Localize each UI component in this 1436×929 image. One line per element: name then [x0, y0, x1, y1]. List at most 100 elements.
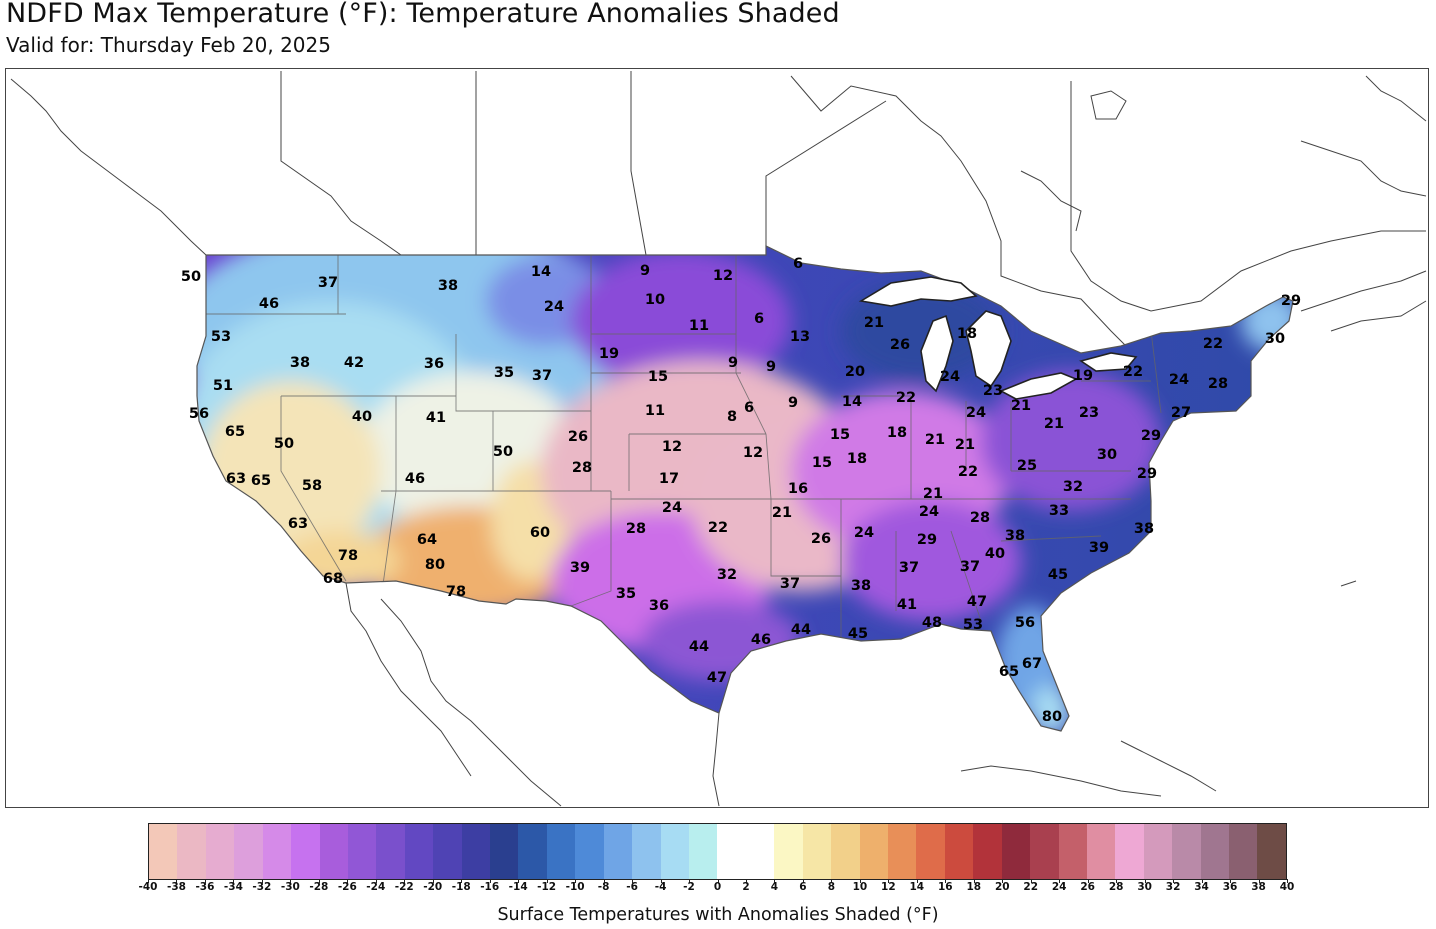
city-temp-label: 28 — [626, 521, 646, 537]
city-temp-label: 38 — [851, 578, 871, 594]
temperature-map: 50 37 38 14 9 12 6 46 24 10 11 6 13 21 26 18 29 30 22 53 38 4… — [5, 68, 1429, 808]
colorbar-tick-label: 40 — [1279, 881, 1295, 893]
city-temp-label: 50 — [493, 444, 513, 460]
city-temp-label: 30 — [1265, 331, 1285, 347]
colorbar-cell — [319, 824, 348, 879]
city-temp-label: 39 — [570, 560, 590, 576]
city-temp-label: 40 — [985, 546, 1005, 562]
colorbar-tick-mark — [1116, 879, 1118, 883]
colorbar-tick-label: 18 — [966, 881, 982, 893]
city-temp-label: 40 — [352, 409, 372, 425]
colorbar-tick-label: -40 — [138, 881, 158, 893]
city-temp-label: 53 — [211, 329, 231, 345]
city-temp-label: 23 — [1079, 405, 1099, 421]
colorbar-cell — [1115, 824, 1144, 879]
colorbar-cell — [1001, 824, 1031, 879]
anomaly-colorbar — [148, 823, 1287, 880]
city-temp-label: 29 — [1137, 466, 1157, 482]
colorbar-tick-mark — [774, 879, 776, 883]
city-temp-label: 68 — [323, 571, 343, 587]
colorbar-tick-label: 32 — [1165, 881, 1181, 893]
colorbar-tick-mark — [290, 879, 292, 883]
city-temp-label: 80 — [425, 557, 445, 573]
city-temp-label: 39 — [1089, 540, 1109, 556]
colorbar-cell — [1086, 824, 1116, 879]
colorbar-cell — [1229, 824, 1258, 879]
city-temp-label: 6 — [793, 256, 803, 272]
colorbar-cell — [518, 824, 547, 879]
colorbar-tick-mark — [518, 879, 520, 883]
colorbar-tick-label: 20 — [994, 881, 1010, 893]
colorbar-cell — [234, 824, 263, 879]
colorbar-tick-mark — [1173, 879, 1175, 883]
city-temp-label: 32 — [1063, 479, 1083, 495]
city-temp-label: 80 — [1042, 709, 1062, 725]
city-temp-label: 21 — [1011, 398, 1031, 414]
colorbar-tick-label: -22 — [394, 881, 414, 893]
city-temp-label: 38 — [438, 278, 458, 294]
colorbar-cell — [205, 824, 235, 879]
colorbar-cell — [632, 824, 661, 879]
colorbar-cell — [575, 824, 604, 879]
city-temp-label: 6 — [754, 311, 764, 327]
colorbar-tick-mark — [945, 879, 947, 883]
colorbar-tick-label: -34 — [223, 881, 243, 893]
colorbar-tick-mark — [1258, 879, 1260, 883]
city-temp-label: 24 — [919, 504, 939, 520]
city-temp-label: 47 — [967, 594, 987, 610]
colorbar-tick-label: -4 — [654, 881, 667, 893]
colorbar-cell — [149, 824, 178, 879]
colorbar-cell — [461, 824, 491, 879]
city-temp-label: 29 — [1281, 293, 1301, 309]
colorbar-tick-mark — [1059, 879, 1061, 883]
city-temp-label: 26 — [811, 531, 831, 547]
colorbar-tick-label: -32 — [252, 881, 272, 893]
colorbar-cell — [831, 824, 860, 879]
city-temp-label: 22 — [1123, 364, 1143, 380]
colorbar-tick-mark — [204, 879, 206, 883]
city-temp-label: 32 — [717, 567, 737, 583]
city-temp-label: 22 — [896, 390, 916, 406]
colorbar-tick-mark — [802, 879, 804, 883]
city-temp-label: 22 — [1203, 336, 1223, 352]
city-temp-label: 12 — [662, 439, 682, 455]
colorbar-cell — [689, 824, 718, 879]
city-temp-label: 63 — [288, 516, 308, 532]
colorbar-tick-label: 36 — [1222, 881, 1238, 893]
city-temp-label: 24 — [544, 299, 564, 315]
city-temp-label: 24 — [1169, 372, 1189, 388]
colorbar-tick-label: -38 — [166, 881, 186, 893]
colorbar-tick-mark — [1087, 879, 1089, 883]
colorbar-cell — [973, 824, 1002, 879]
city-temp-label: 29 — [1141, 428, 1161, 444]
colorbar-tick-mark — [546, 879, 548, 883]
city-temp-label: 67 — [1022, 656, 1042, 672]
city-temp-label: 16 — [788, 481, 808, 497]
colorbar-tick-mark — [404, 879, 406, 883]
city-temp-label: 37 — [780, 576, 800, 592]
colorbar-tick-mark — [1201, 879, 1203, 883]
colorbar-cell — [603, 824, 633, 879]
city-temp-label: 9 — [788, 395, 798, 411]
colorbar-tick-mark — [859, 879, 861, 883]
city-temp-label: 65 — [225, 424, 245, 440]
colorbar-tick-label: -30 — [280, 881, 300, 893]
city-temp-label: 20 — [845, 364, 865, 380]
colorbar-tick-label: -26 — [337, 881, 357, 893]
colorbar-tick-label: 8 — [827, 881, 836, 893]
city-temp-label: 36 — [424, 356, 444, 372]
city-temp-label: 27 — [1171, 405, 1191, 421]
colorbar-tick-label: 34 — [1194, 881, 1209, 893]
city-temp-label: 35 — [616, 586, 636, 602]
colorbar-cell — [177, 824, 206, 879]
city-temp-label: 46 — [259, 296, 279, 312]
colorbar-cell — [1172, 824, 1201, 879]
colorbar-tick-mark — [888, 879, 890, 883]
colorbar-tick-label: 0 — [713, 881, 722, 893]
city-temp-label: 28 — [572, 460, 592, 476]
city-temp-label: 11 — [645, 403, 665, 419]
colorbar-cell — [347, 824, 377, 879]
city-temp-label: 60 — [530, 525, 550, 541]
colorbar-tick-mark — [575, 879, 577, 883]
anomaly-shading — [197, 246, 1293, 731]
